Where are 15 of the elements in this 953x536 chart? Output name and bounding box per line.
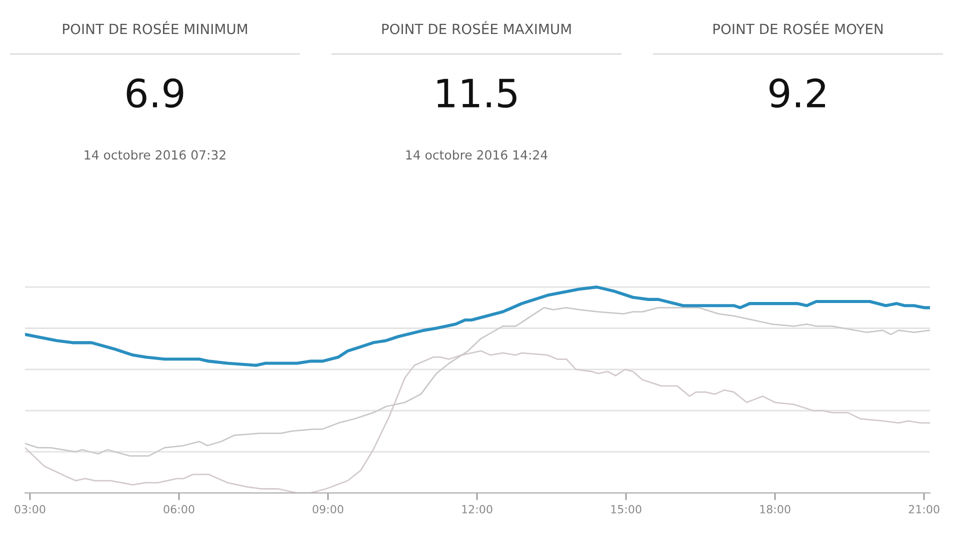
text: POINT DE ROSÉE MAXIMUM (382, 21, 571, 34)
x-tick-label: 06:00 (164, 505, 194, 514)
text: POINT DE ROSÉE MOYEN (713, 21, 883, 34)
x-tick-label: 03:00 (14, 505, 46, 514)
text: 14 octobre 2016 14:24 (406, 150, 548, 160)
text: 14 octobre 2016 07:32 (84, 150, 226, 160)
x-tick-label: 15:00 (611, 505, 642, 514)
x-tick-label: 09:00 (312, 505, 344, 514)
x-tick-label: 12:00 (462, 505, 492, 514)
x-tick-label: 21:00 (908, 505, 940, 514)
x-tick-label: 18:00 (760, 505, 790, 514)
text: 9.2 (770, 78, 826, 108)
text: 11.5 (437, 78, 516, 108)
text: 6.9 (126, 78, 184, 108)
text: POINT DE ROSÉE MINIMUM (63, 21, 247, 34)
